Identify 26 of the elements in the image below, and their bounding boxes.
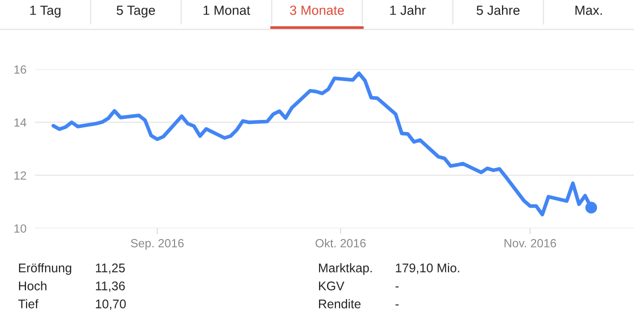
category-label: 3 Monate [290, 6, 344, 15]
text: - [396, 304, 399, 306]
category-label: 1 Jahr [390, 5, 426, 15]
text: 179,10 Mio. [396, 263, 460, 274]
category-label: 5 Jahre [476, 5, 520, 15]
category-label: 1 Monat [204, 6, 250, 15]
category-label: 1 Tag [30, 6, 60, 18]
y-tick-label: 14 [14, 118, 26, 127]
category-label: Max. [576, 6, 602, 15]
text: Rendite [319, 299, 361, 308]
text: Marktkap. [319, 263, 372, 275]
category-label: 5 Tage [116, 6, 155, 18]
y-tick-label: 12 [14, 171, 26, 180]
text: 10,70 [96, 300, 126, 310]
text: 11,36 [96, 282, 125, 292]
y-tick-label: 10 [14, 224, 26, 233]
x-tick-label: Nov. 2016 [504, 239, 556, 248]
text: - [396, 286, 399, 288]
y-tick-label: 16 [14, 65, 26, 74]
text: 11,25 [96, 264, 125, 274]
text: KGV [319, 282, 344, 290]
text: Tief [18, 299, 38, 308]
x-tick-label: Okt. 2016 [316, 238, 366, 248]
text: Hoch [19, 281, 46, 290]
x-tick-label: Sep. 2016 [130, 239, 184, 250]
text: Eröffnung [19, 263, 72, 275]
